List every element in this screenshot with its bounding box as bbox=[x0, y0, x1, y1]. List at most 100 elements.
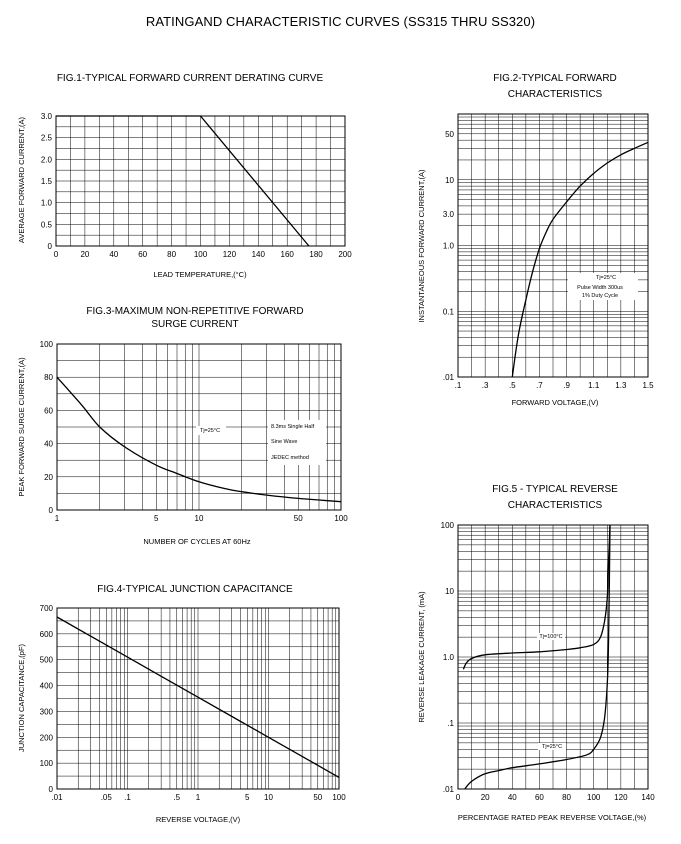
fig4-series-line-0 bbox=[56, 616, 340, 778]
x-tick-label: 100 bbox=[587, 793, 601, 802]
y-tick-label: 50 bbox=[445, 130, 454, 139]
fig3-title: FIG.3-MAXIMUM NON-REPETITIVE FORWARD SUR… bbox=[86, 306, 304, 330]
y-tick-label: .01 bbox=[443, 785, 455, 794]
x-tick-label: 10 bbox=[195, 514, 204, 523]
y-tick-label: 1.0 bbox=[443, 653, 455, 662]
y-tick-label: 2.0 bbox=[41, 155, 53, 164]
series-label: Tj=100°C bbox=[539, 634, 562, 640]
x-tick-label: 1.5 bbox=[642, 381, 654, 390]
fig3-y-axis-label: PEAK FORWARD SURGE CURRENT,(A) bbox=[17, 357, 26, 497]
x-tick-label: 100 bbox=[332, 793, 346, 802]
y-tick-label: 0 bbox=[48, 242, 53, 251]
x-tick-label: 60 bbox=[138, 250, 147, 259]
x-tick-label: 1 bbox=[196, 793, 201, 802]
fig3-x-axis-label: NUMBER OF CYCLES AT 60Hz bbox=[143, 537, 250, 546]
annotation-text: 8.3ms Single Half bbox=[271, 424, 315, 430]
x-tick-label: 40 bbox=[109, 250, 118, 259]
fig4-x-axis-label: REVERSE VOLTAGE,(V) bbox=[156, 815, 241, 824]
fig2-series-line-0 bbox=[511, 141, 649, 378]
annotation-text: 1% Duty Cycle bbox=[582, 293, 618, 299]
x-tick-label: 200 bbox=[338, 250, 352, 259]
fig5-series-line-1 bbox=[464, 524, 611, 790]
fig5-title: FIG.5 - TYPICAL REVERSE CHARACTERISTICS bbox=[492, 484, 618, 511]
fig5-series-line-0 bbox=[462, 524, 611, 670]
y-tick-label: 2.5 bbox=[41, 134, 53, 143]
y-tick-label: 40 bbox=[44, 440, 53, 449]
x-tick-label: 50 bbox=[294, 514, 303, 523]
fig1-grid bbox=[56, 116, 345, 246]
x-tick-label: .01 bbox=[51, 793, 63, 802]
y-tick-label: 80 bbox=[44, 373, 53, 382]
y-tick-label: 700 bbox=[40, 604, 54, 613]
x-tick-label: .9 bbox=[563, 381, 570, 390]
annotation-box bbox=[268, 420, 326, 465]
annotation-text: Tj=25°C bbox=[596, 275, 616, 281]
x-tick-label: .3 bbox=[482, 381, 489, 390]
fig4-y-axis-label: JUNCTION CAPACITANCE,(pF) bbox=[17, 643, 26, 752]
y-tick-label: 100 bbox=[40, 340, 54, 349]
fig4-grid bbox=[57, 608, 339, 789]
fig1-title: FIG.1-TYPICAL FORWARD CURRENT DERATING C… bbox=[56, 73, 324, 84]
y-tick-label: 300 bbox=[40, 707, 54, 716]
fig2-chart: .1 .3 .5 .7 .9 1.1 1.3 1.5 .01 0.1 1.0 3.0 10 50 FORWA… bbox=[417, 113, 654, 407]
x-tick-label: 120 bbox=[223, 250, 237, 259]
y-tick-label: 60 bbox=[44, 406, 53, 415]
fig5-chart: 0 20 40 60 80 100 120 140 .01 .1 1.0 10 100 PERCENTAG… bbox=[417, 521, 655, 822]
y-tick-label: 3.0 bbox=[443, 210, 455, 219]
y-tick-label: 600 bbox=[40, 630, 54, 639]
fig5-x-axis-label: PERCENTAGE RATED PEAK REVERSE VOLTAGE,(%… bbox=[458, 813, 647, 822]
y-tick-label: .01 bbox=[443, 373, 455, 382]
x-tick-label: 60 bbox=[535, 793, 544, 802]
fig2-y-axis-label: INSTANTANEOUS FORWARD CURRENT,(A) bbox=[417, 169, 426, 323]
x-tick-label: 120 bbox=[614, 793, 628, 802]
x-tick-label: 0 bbox=[456, 793, 461, 802]
x-tick-label: .7 bbox=[536, 381, 543, 390]
x-tick-label: 100 bbox=[334, 514, 348, 523]
x-tick-label: 20 bbox=[80, 250, 89, 259]
y-tick-label: 100 bbox=[40, 759, 54, 768]
x-tick-label: 140 bbox=[641, 793, 655, 802]
y-tick-label: 10 bbox=[445, 176, 454, 185]
x-tick-label: 80 bbox=[167, 250, 176, 259]
y-tick-label: 500 bbox=[40, 656, 54, 665]
annotation-text: JEDEC method bbox=[271, 455, 309, 461]
annotation-text: Tj=25°C bbox=[200, 428, 220, 434]
y-tick-label: 0 bbox=[49, 506, 54, 515]
annotation-box bbox=[196, 426, 226, 435]
x-tick-label: .5 bbox=[509, 381, 516, 390]
x-tick-label: 1.1 bbox=[588, 381, 600, 390]
x-tick-label: 100 bbox=[194, 250, 208, 259]
y-tick-label: .1 bbox=[447, 719, 454, 728]
fig1-chart: 0 20 40 60 80 100 120 140 160 180 200 0 0.5 1.0 1.5 2.0… bbox=[17, 112, 352, 279]
x-tick-label: 5 bbox=[154, 514, 159, 523]
x-tick-label: 0 bbox=[54, 250, 59, 259]
x-tick-label: 1 bbox=[55, 514, 60, 523]
page-title: RATINGAND CHARACTERISTIC CURVES (SS315 T… bbox=[145, 14, 536, 29]
x-tick-label: .05 bbox=[101, 793, 113, 802]
x-tick-label: .5 bbox=[173, 793, 180, 802]
x-tick-label: 80 bbox=[562, 793, 571, 802]
y-tick-label: 3.0 bbox=[41, 112, 53, 121]
annotation-text: Sine Wave bbox=[271, 439, 297, 445]
x-tick-label: 1.3 bbox=[615, 381, 627, 390]
fig5-plot-frame bbox=[457, 524, 649, 790]
fig2-title: FIG.2-TYPICAL FORWARD CHARACTERISTICS bbox=[493, 73, 617, 100]
fig3-chart: 1 5 10 50 100 0 20 40 60 80 100 NUMBER OF CYCLES AT… bbox=[17, 340, 348, 546]
fig3-series-line-0 bbox=[56, 376, 342, 503]
y-tick-label: 0.5 bbox=[41, 220, 53, 229]
y-tick-label: 200 bbox=[40, 733, 54, 742]
y-tick-label: 400 bbox=[40, 682, 54, 691]
fig4-title: FIG.4-TYPICAL JUNCTION CAPACITANCE bbox=[97, 584, 293, 595]
fig2-plot-frame bbox=[457, 113, 649, 378]
y-tick-label: 0 bbox=[49, 785, 54, 794]
y-tick-label: 1.5 bbox=[41, 177, 53, 186]
x-tick-label: 5 bbox=[245, 793, 250, 802]
fig3-plot-frame bbox=[56, 343, 342, 511]
fig2-grid bbox=[458, 114, 648, 377]
y-tick-label: 1.0 bbox=[41, 199, 53, 208]
y-tick-label: 1.0 bbox=[443, 242, 455, 251]
fig4-chart: .01 .05 .1 .5 1 5 10 50 100 0 100 200 300 400 500 600 70… bbox=[17, 604, 346, 824]
series-label-bg bbox=[537, 633, 565, 640]
y-tick-label: 10 bbox=[445, 587, 454, 596]
